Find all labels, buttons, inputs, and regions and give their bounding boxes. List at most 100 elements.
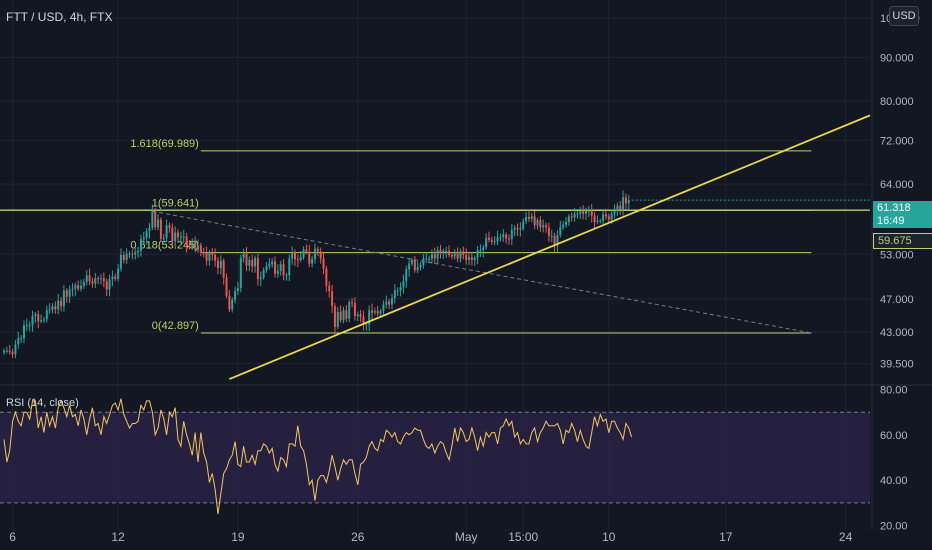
candle-body (459, 251, 462, 259)
candle-body (470, 257, 473, 260)
candle-body (328, 285, 331, 292)
candle-body (502, 234, 505, 238)
candle-body (131, 253, 134, 255)
ascending-trendline (229, 114, 871, 380)
x-tick-label: 6 (9, 530, 16, 544)
candle-body (482, 247, 485, 251)
candle-body (545, 225, 548, 228)
candle-body (599, 220, 602, 222)
candle-body (139, 239, 142, 251)
candle-body (584, 210, 587, 214)
y-tick-label: 43.000 (880, 327, 914, 339)
candle-body (274, 261, 277, 274)
candle-body (40, 320, 43, 322)
candle-body (325, 268, 328, 286)
bar-countdown-tag: 16:49 (873, 214, 932, 228)
candle-body (339, 311, 342, 321)
candle-body (345, 310, 348, 319)
candle-body (51, 306, 54, 310)
candle-body (259, 277, 262, 279)
candle-body (468, 257, 471, 260)
candle-body (610, 213, 613, 220)
current-price-tag: 61.318 (873, 201, 932, 215)
candle-body (573, 213, 576, 218)
candle-body (479, 250, 482, 252)
candle-body (510, 229, 513, 240)
candle-body (177, 232, 180, 238)
candle-body (485, 237, 488, 248)
candle-body (88, 275, 91, 282)
candle-body (291, 252, 294, 259)
candle-body (336, 311, 339, 327)
rsi-y-tick-label: 60.00 (880, 430, 908, 442)
candle-body (556, 235, 559, 246)
candle-body (85, 275, 88, 282)
candle-body (430, 254, 433, 259)
candle-body (293, 252, 296, 260)
candle-body (428, 258, 431, 260)
candle-body (322, 258, 325, 269)
candle-body (34, 314, 37, 317)
candle-body (399, 287, 402, 291)
candle-body (493, 241, 496, 243)
candle-body (622, 197, 625, 210)
candle-body (205, 252, 208, 261)
candle-body (319, 251, 322, 259)
candle-body (450, 255, 453, 257)
candle-body (376, 311, 379, 314)
candle-body (182, 236, 185, 238)
x-tick-label: 26 (351, 530, 365, 544)
candle-body (456, 253, 459, 259)
candle-body (134, 252, 137, 255)
candle-body (202, 252, 205, 254)
candle-body (108, 278, 111, 290)
candle-body (148, 227, 151, 232)
candle-body (162, 237, 165, 239)
candle-body (125, 253, 128, 260)
candle-body (587, 210, 590, 212)
candle-body (582, 211, 585, 214)
currency-button[interactable]: USD (889, 6, 919, 26)
candle-body (613, 210, 616, 214)
candle-body (97, 278, 100, 280)
candle-body (413, 259, 416, 271)
candle-body (45, 310, 48, 320)
y-tick-label: 72.000 (880, 135, 914, 147)
candle-body (448, 250, 451, 256)
x-tick-label: 17 (719, 530, 733, 544)
candle-body (379, 311, 382, 314)
candle-body (473, 257, 476, 260)
candle-body (596, 220, 599, 223)
x-tick-label: 15:00 (508, 530, 538, 544)
candle-body (157, 219, 160, 228)
candle-body (48, 309, 51, 311)
candle-body (499, 237, 502, 239)
candle-body (402, 281, 405, 288)
candle-body (128, 253, 131, 255)
candle-body (279, 264, 282, 271)
candle-body (465, 255, 468, 260)
candle-body (102, 278, 105, 282)
candle-body (99, 278, 102, 280)
y-tick-label: 90.000 (880, 52, 914, 64)
candle-body (60, 300, 63, 307)
x-tick-label: 24 (839, 530, 853, 544)
candle-body (425, 258, 428, 260)
candle-body (433, 254, 436, 259)
candle-body (174, 232, 177, 242)
candle-body (359, 314, 362, 317)
candle-body (20, 338, 23, 340)
candle-body (351, 302, 354, 304)
candle-body (171, 227, 174, 242)
candle-body (385, 301, 388, 305)
x-tick-label: May (455, 530, 478, 544)
candle-body (248, 259, 251, 266)
candle-body (242, 253, 245, 258)
candle-body (82, 281, 85, 286)
candle-body (342, 310, 345, 321)
candle-body (74, 285, 77, 289)
candle-body (271, 261, 274, 265)
candle-body (553, 235, 556, 246)
